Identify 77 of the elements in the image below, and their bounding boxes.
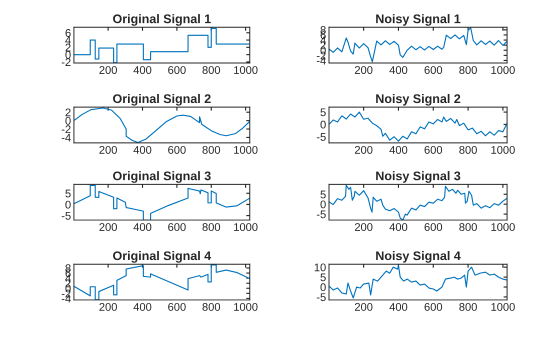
y-tick-label: -5 — [316, 210, 326, 218]
y-tick-label: 0 — [65, 50, 71, 59]
chart-title: Noisy Signal 3 — [376, 171, 460, 183]
x-tick-label: 600 — [168, 223, 186, 231]
x-tick-label: 600 — [424, 146, 442, 154]
y-tick-label: -5 — [316, 293, 326, 302]
x-tick-label: 200 — [99, 66, 117, 74]
y-tick-label: 5 — [320, 108, 326, 116]
x-tick-label: 800 — [459, 223, 477, 231]
y-tick-label: 0 — [65, 200, 71, 209]
x-tick-label: 600 — [168, 303, 186, 311]
x-tick-label: 200 — [354, 66, 372, 74]
x-tick-label: 400 — [389, 66, 408, 74]
x-tick-label: 800 — [459, 66, 477, 74]
x-tick-label: 800 — [202, 66, 220, 74]
x-tick-label: 400 — [133, 223, 152, 231]
x-tick-label: 600 — [424, 303, 442, 311]
x-tick-label: 400 — [133, 146, 152, 154]
x-tick-label: 200 — [99, 146, 117, 154]
y-tick-label: 5 — [65, 190, 71, 198]
chart-title: Noisy Signal 4 — [376, 250, 461, 263]
x-tick-label: 400 — [133, 66, 152, 74]
x-tick-label: 200 — [354, 223, 372, 231]
line-series — [329, 184, 508, 220]
chart-title: Original Signal 3 — [113, 171, 211, 183]
x-tick-label: 1000 — [234, 146, 258, 154]
x-tick-label: 1000 — [234, 303, 258, 311]
x-tick-label: 800 — [459, 303, 477, 311]
x-tick-label: 600 — [424, 66, 442, 74]
x-tick-label: 1000 — [491, 146, 515, 154]
y-tick-label: 0 — [320, 283, 326, 292]
y-tick-label: 6 — [66, 29, 71, 37]
x-tick-label: 1000 — [234, 66, 258, 74]
x-tick-label: 600 — [168, 146, 186, 154]
y-tick-label: 2 — [66, 108, 71, 116]
y-tick-label: 4 — [65, 36, 71, 44]
chart-title: Noisy Signal 2 — [376, 94, 460, 106]
x-tick-label: 200 — [354, 146, 372, 154]
chart-title: Original Signal 1 — [113, 14, 211, 26]
x-tick-label: 200 — [99, 303, 117, 311]
line-series — [74, 264, 250, 300]
y-tick-label: 10 — [314, 263, 326, 272]
x-tick-label: 1000 — [491, 223, 515, 231]
line-series — [74, 107, 250, 143]
x-tick-label: 800 — [459, 146, 477, 154]
y-tick-label: -2 — [62, 125, 71, 134]
x-tick-label: 1000 — [234, 223, 258, 231]
x-tick-label: 400 — [389, 303, 408, 311]
y-tick-label: 0 — [65, 116, 71, 125]
y-tick-label: -2 — [62, 58, 71, 66]
y-tick-label: -5 — [316, 133, 326, 141]
x-tick-label: 600 — [168, 66, 186, 74]
line-series — [329, 264, 508, 298]
x-tick-label: 800 — [202, 303, 220, 311]
line-series — [329, 27, 508, 62]
y-tick-label: -5 — [62, 212, 71, 220]
line-series — [74, 28, 250, 64]
chart-title: Noisy Signal 1 — [376, 14, 460, 26]
y-tick-label: 0 — [320, 120, 326, 129]
x-tick-label: 600 — [424, 223, 442, 231]
x-tick-label: 400 — [389, 223, 408, 231]
x-tick-label: 400 — [389, 146, 408, 154]
x-tick-label: 200 — [354, 303, 372, 311]
x-tick-label: 200 — [99, 223, 117, 231]
y-tick-label: 2 — [66, 44, 71, 52]
line-series — [74, 184, 250, 220]
y-tick-label: -4 — [62, 134, 71, 142]
chart-title: Original Signal 4 — [113, 250, 212, 263]
x-tick-label: 1000 — [491, 303, 515, 311]
y-tick-label: 5 — [320, 273, 326, 282]
y-tick-label: 5 — [320, 190, 326, 198]
chart-title: Original Signal 2 — [113, 94, 211, 106]
x-tick-label: 1000 — [491, 66, 515, 74]
x-tick-label: 800 — [202, 146, 220, 154]
x-tick-label: 400 — [133, 303, 152, 311]
y-tick-label: 0 — [320, 200, 326, 208]
x-tick-label: 800 — [202, 223, 220, 231]
